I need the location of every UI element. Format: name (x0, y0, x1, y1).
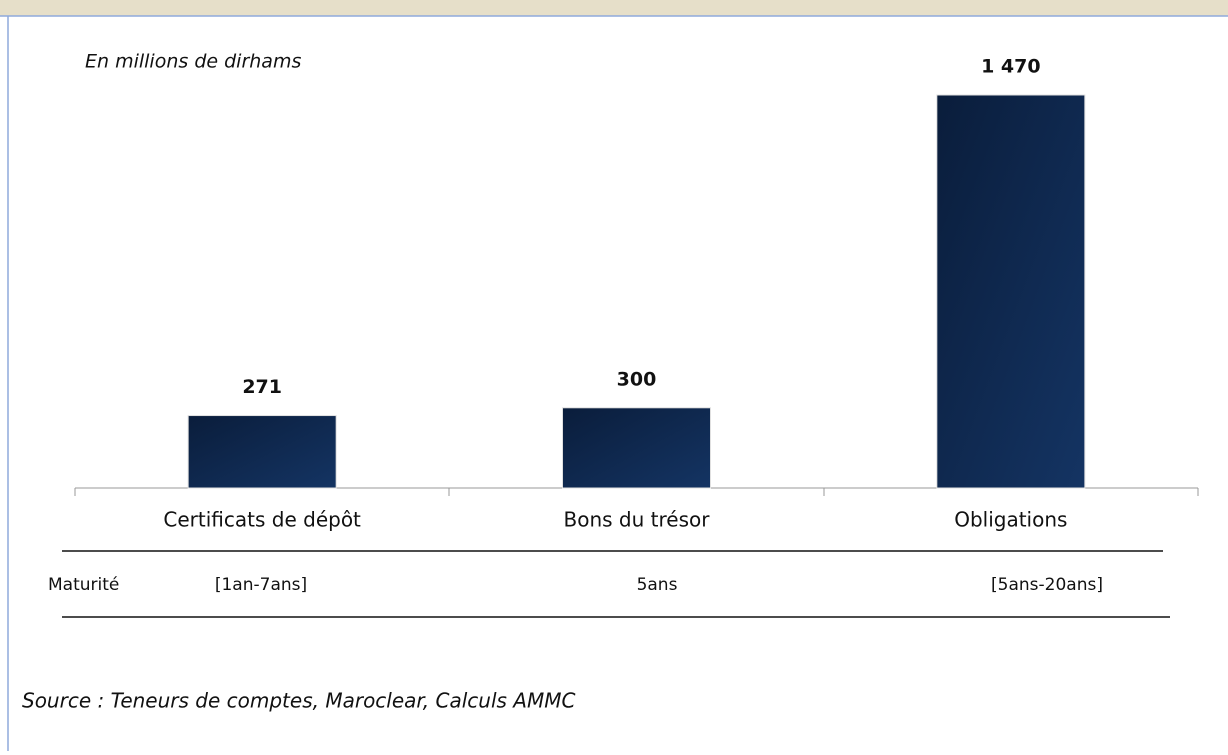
maturity: [1an-7ans] (215, 575, 307, 595)
maturity-label: Maturité (48, 575, 119, 595)
value-label: 1 470 (981, 56, 1041, 78)
source: Source : Teneurs de comptes, Maroclear, … (22, 689, 576, 713)
bar (936, 94, 1086, 489)
category-label: Bons du trésor (564, 508, 711, 532)
value-label: 271 (242, 376, 282, 398)
maturity: [5ans-20ans] (991, 575, 1103, 595)
subtitle: En millions de dirhams (85, 51, 301, 73)
category-label: Certificats de dépôt (163, 508, 361, 532)
bar (187, 415, 337, 489)
value-label: 300 (617, 368, 657, 390)
bar (562, 407, 711, 489)
category-label: Obligations (954, 508, 1067, 532)
header-band (0, 0, 1228, 16)
maturity: 5ans (637, 575, 678, 595)
